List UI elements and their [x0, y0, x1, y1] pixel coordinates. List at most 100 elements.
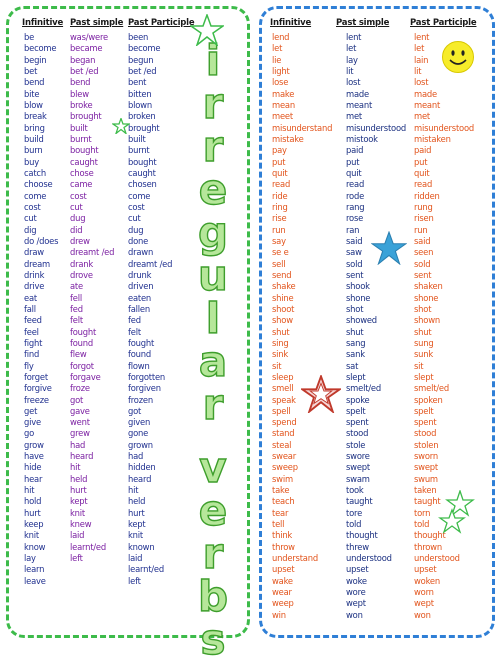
infinitive-cell: bet	[24, 65, 38, 76]
infinitive-cell: hurt	[24, 507, 41, 518]
past-participle-cell: stolen	[414, 439, 439, 450]
infinitive-cell: lie	[272, 54, 282, 65]
past-participle-cell: hidden	[128, 462, 156, 473]
past-participle-cell: paid	[414, 145, 432, 156]
infinitive-cell: quit	[272, 167, 288, 178]
blue-star-icon	[371, 231, 407, 265]
past-participle-cell: laid	[128, 553, 143, 564]
past-participle-cell: bought	[128, 156, 157, 167]
infinitive-cell: put	[272, 156, 286, 167]
past-simple-cell: showed	[346, 315, 377, 326]
past-simple-cell: ran	[346, 224, 360, 235]
title-letter: r	[202, 122, 224, 171]
past-participle-cell: made	[414, 88, 437, 99]
infinitive-cell: bring	[24, 122, 45, 133]
past-participle-cell: grown	[128, 439, 153, 450]
past-participle-cell: given	[128, 417, 151, 428]
past-simple-cell: knew	[70, 519, 92, 530]
past-simple-cell: did	[70, 224, 83, 235]
infinitive-cell: steal	[272, 439, 292, 450]
past-participle-cell: driven	[128, 281, 154, 292]
past-simple-cell: hurt	[70, 485, 87, 496]
past-simple-cell: smelt/ed	[346, 383, 381, 394]
past-participle-cell: flown	[128, 360, 150, 371]
infinitive-cell: understand	[272, 553, 318, 564]
past-simple-cell: burnt	[70, 133, 92, 144]
green-stars-icon	[438, 490, 475, 534]
past-simple-cell: woke	[346, 575, 367, 586]
left-infinitive-column: be become begin bet bend bite blow break bring bu…	[24, 32, 58, 587]
infinitive-cell: drive	[24, 281, 45, 292]
infinitive-cell: stand	[272, 428, 295, 439]
past-participle-cell: drunk	[128, 269, 152, 280]
past-participle-cell: wept	[414, 598, 434, 609]
past-participle-cell: gone	[128, 428, 149, 439]
right-infinitive-column: lend let lie light lose make mean meet misunders…	[272, 32, 332, 621]
infinitive-cell: run	[272, 224, 286, 235]
past-simple-cell: flew	[70, 349, 87, 360]
infinitive-cell: swim	[272, 473, 293, 484]
infinitive-cell: bend	[24, 77, 45, 88]
infinitive-cell: show	[272, 315, 293, 326]
small-green-star-icon	[112, 118, 130, 134]
infinitive-cell: forgive	[24, 383, 52, 394]
past-simple-cell: slept	[346, 371, 366, 382]
title-letter: l	[205, 294, 221, 343]
past-simple-cell: hit	[70, 462, 81, 473]
past-participle-cell: caught	[128, 167, 156, 178]
infinitive-cell: weep	[272, 598, 294, 609]
past-participle-cell: dreamt /ed	[128, 258, 173, 269]
past-simple-cell: upset	[346, 564, 369, 575]
past-simple-cell: bend	[70, 77, 91, 88]
infinitive-cell: keep	[24, 519, 44, 530]
infinitive-cell: sing	[272, 337, 289, 348]
infinitive-cell: se e	[272, 247, 289, 258]
infinitive-cell: mistake	[272, 133, 304, 144]
past-simple-cell: sold	[346, 258, 363, 269]
past-participle-cell: read	[414, 179, 433, 190]
past-participle-cell: smelt/ed	[414, 383, 449, 394]
past-simple-cell: lost	[346, 77, 361, 88]
past-participle-cell: worn	[414, 587, 434, 598]
past-simple-cell: stole	[346, 439, 366, 450]
past-participle-cell: burnt	[128, 145, 150, 156]
infinitive-cell: leave	[24, 575, 46, 586]
infinitive-cell: become	[24, 43, 57, 54]
past-participle-cell: let	[414, 43, 425, 54]
title-letter: s	[200, 615, 226, 664]
right-past-participle-column: lent let lain lit lost made meant met misunderst…	[414, 32, 474, 621]
past-participle-cell: sung	[414, 337, 434, 348]
past-simple-cell: drank	[70, 258, 94, 269]
past-participle-cell: rung	[414, 201, 433, 212]
infinitive-cell: hear	[24, 473, 43, 484]
infinitive-cell: be	[24, 32, 35, 42]
infinitive-cell: forget	[24, 371, 48, 382]
infinitive-cell: rise	[272, 213, 287, 224]
infinitive-cell: wear	[272, 587, 292, 598]
infinitive-cell: draw	[24, 247, 44, 258]
title-letter: r	[202, 79, 224, 128]
infinitive-cell: fight	[24, 337, 43, 348]
past-simple-cell: broke	[70, 99, 93, 110]
past-participle-cell: bet /ed	[128, 65, 157, 76]
infinitive-cell: feed	[24, 315, 42, 326]
past-participle-cell: meant	[414, 99, 441, 110]
past-simple-cell: built	[70, 122, 88, 133]
title-letter: u	[197, 251, 228, 300]
past-participle-cell: frozen	[128, 394, 153, 405]
past-participle-cell: shaken	[414, 281, 443, 292]
past-participle-cell: understood	[414, 553, 460, 564]
title-letter: r	[202, 529, 224, 578]
past-participle-cell: taught	[414, 496, 441, 507]
past-simple-cell: grew	[70, 428, 90, 439]
past-participle-cell: lain	[414, 54, 429, 65]
infinitive-cell: begin	[24, 54, 47, 65]
left-header-past-simple: Past simple	[70, 18, 124, 28]
past-participle-cell: fallen	[128, 303, 150, 314]
infinitive-cell: find	[24, 349, 40, 360]
infinitive-cell: sweep	[272, 462, 298, 473]
past-simple-cell: cut	[70, 201, 83, 212]
past-participle-cell: kept	[128, 519, 146, 530]
past-simple-cell: ate	[70, 281, 83, 292]
infinitive-cell: tell	[272, 519, 285, 530]
